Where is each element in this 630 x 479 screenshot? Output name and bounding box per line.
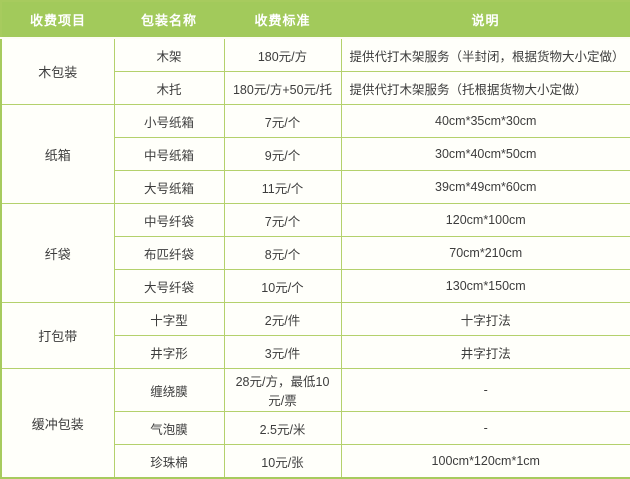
item-name-cell: 大号纸箱 (113, 170, 225, 204)
table-row: 木托 180元/方+50元/托 提供代打木架服务（托根据货物大小定做） (1, 71, 630, 105)
category-cell-wood-packaging: 木包装 (0, 37, 115, 105)
col-header-note: 说明 (341, 1, 630, 38)
price-cell: 2元/件 (223, 302, 342, 336)
item-name-cell: 木托 (113, 71, 225, 105)
table-row: 纸箱 小号纸箱 7元/个 40cm*35cm*30cm (0, 104, 630, 204)
table-row: 井字形 3元/件 井字打法 (1, 335, 630, 369)
note-cell: 提供代打木架服务（半封闭，根据货物大小定做） (340, 37, 630, 72)
price-cell: 7元/个 (223, 104, 342, 138)
table-row: 打包带 十字型 2元/件 十字打法 (0, 302, 630, 369)
item-name-cell: 井字形 (113, 335, 225, 369)
category-cell-carton: 纸箱 (0, 104, 115, 204)
item-name-cell: 中号纤袋 (113, 203, 225, 237)
note-cell: 130cm*150cm (340, 269, 630, 303)
item-name-cell: 十字型 (113, 302, 225, 336)
item-name-cell: 气泡膜 (113, 411, 225, 445)
item-name-cell: 珍珠棉 (113, 444, 225, 479)
table-row: 缓冲包装 缠绕膜 28元/方，最低10元/票 - (0, 368, 630, 479)
col-header-package-name: 包装名称 (114, 1, 224, 38)
price-cell: 180元/方 (223, 37, 342, 72)
note-cell: 十字打法 (340, 302, 630, 336)
header-row: 收费项目 包装名称 收费标准 说明 (1, 1, 630, 38)
item-name-cell: 布匹纤袋 (113, 236, 225, 270)
price-cell: 2.5元/米 (223, 411, 342, 445)
category-cell-packing-strap: 打包带 (0, 302, 115, 369)
note-cell: 39cm*49cm*60cm (340, 170, 630, 204)
col-header-fee-standard: 收费标准 (224, 1, 341, 38)
note-cell: - (340, 411, 630, 445)
price-cell: 180元/方+50元/托 (223, 71, 342, 105)
price-cell: 10元/个 (223, 269, 342, 303)
price-cell: 28元/方，最低10元/票 (223, 368, 342, 412)
category-cell-cushion-packaging: 缓冲包装 (0, 368, 115, 479)
table-row: 布匹纤袋 8元/个 70cm*210cm (1, 236, 630, 270)
price-cell: 9元/个 (223, 137, 342, 171)
note-cell: - (340, 368, 630, 412)
table-row: 纤袋 中号纤袋 7元/个 120cm*100cm (0, 203, 630, 303)
price-cell: 11元/个 (223, 170, 342, 204)
note-cell: 30cm*40cm*50cm (340, 137, 630, 171)
col-header-fee-item: 收费项目 (1, 1, 114, 38)
table-row: 中号纸箱 9元/个 30cm*40cm*50cm (1, 137, 630, 171)
item-name-cell: 大号纤袋 (113, 269, 225, 303)
note-cell: 120cm*100cm (340, 203, 630, 237)
note-cell: 井字打法 (340, 335, 630, 369)
table-row: 木包装 木架 180元/方 提供代打木架服务（半封闭，根据货物大小定做） (0, 37, 630, 105)
category-cell-fiber-bag: 纤袋 (0, 203, 115, 303)
note-cell: 100cm*120cm*1cm (340, 444, 630, 479)
item-name-cell: 缠绕膜 (113, 368, 225, 412)
note-cell: 提供代打木架服务（托根据货物大小定做） (340, 71, 630, 105)
item-name-cell: 中号纸箱 (113, 137, 225, 171)
price-cell: 7元/个 (223, 203, 342, 237)
price-cell: 10元/张 (223, 444, 342, 479)
price-cell: 8元/个 (223, 236, 342, 270)
item-name-cell: 小号纸箱 (113, 104, 225, 138)
note-cell: 70cm*210cm (340, 236, 630, 270)
price-cell: 3元/件 (223, 335, 342, 369)
note-cell: 40cm*35cm*30cm (340, 104, 630, 138)
table-row: 大号纸箱 11元/个 39cm*49cm*60cm (1, 170, 630, 204)
item-name-cell: 木架 (113, 37, 225, 72)
table-header: 收费项目 包装名称 收费标准 说明 (1, 1, 630, 38)
